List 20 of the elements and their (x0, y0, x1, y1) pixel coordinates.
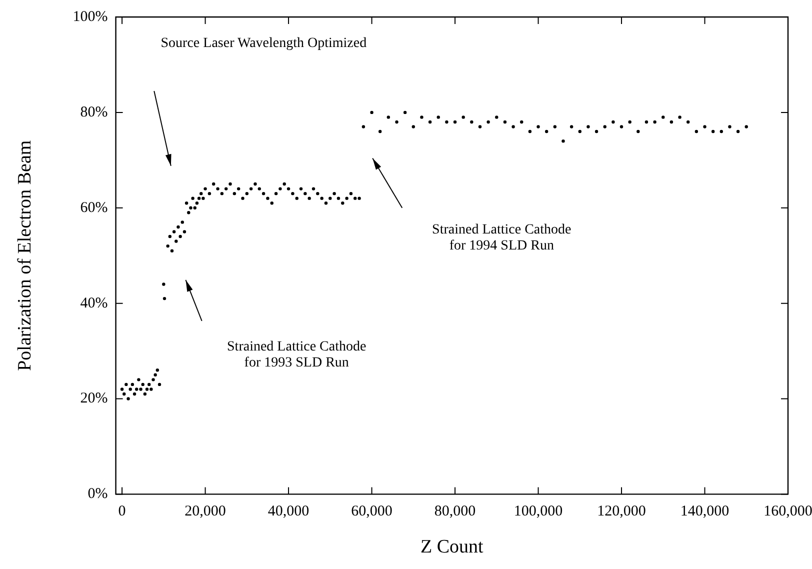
x-tick-label: 40,000 (268, 504, 310, 520)
x-tick-label: 120,000 (597, 504, 646, 520)
x-tick-label: 100,000 (514, 504, 563, 520)
y-tick-label: 60% (80, 200, 108, 216)
x-tick-label: 20,000 (184, 504, 226, 520)
y-tick-label: 80% (80, 104, 108, 120)
y-axis-title: Polarization of Electron Beam (14, 140, 36, 371)
annotation: Source Laser Wavelength Optimized (160, 36, 367, 51)
y-tick-label: 20% (80, 390, 108, 407)
annotation: Strained Lattice Cathode for 1994 SLD Run (432, 222, 572, 254)
y-tick-label: 0% (88, 486, 108, 502)
x-tick-label: 160,000 (764, 504, 812, 520)
x-axis-title: Z Count (420, 536, 484, 558)
x-tick-label: 140,000 (680, 504, 730, 520)
y-tick-label: 40% (80, 295, 108, 312)
x-tick-label: 60,000 (351, 504, 392, 520)
annotation: Strained Lattice Cathode for 1993 SLD Run (227, 340, 366, 371)
x-tick-label: 80,000 (434, 504, 476, 520)
x-tick-label: 0 (118, 504, 126, 520)
y-tick-label: 100% (72, 8, 108, 25)
